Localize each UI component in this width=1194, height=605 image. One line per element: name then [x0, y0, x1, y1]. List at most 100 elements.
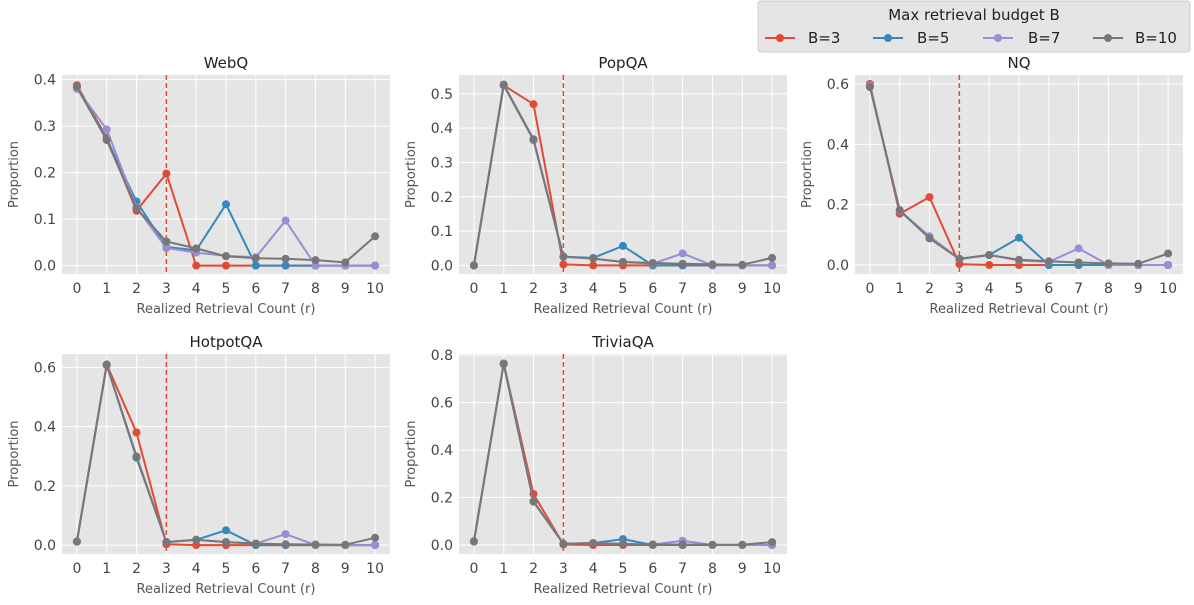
- y-axis-label: Proportion: [800, 141, 815, 208]
- series-b10: [72, 361, 380, 549]
- y-tick-label: 0.0: [827, 258, 849, 274]
- data-point: [469, 261, 478, 270]
- data-point: [132, 204, 141, 213]
- x-tick-label: 2: [529, 561, 538, 577]
- x-tick-label: 8: [708, 561, 717, 577]
- legend-label: B=7: [1028, 29, 1060, 47]
- data-point: [955, 254, 964, 263]
- x-tick-label: 1: [102, 281, 111, 297]
- data-point: [499, 80, 508, 89]
- chart-title: NQ: [1007, 54, 1030, 72]
- series-b10: [865, 83, 1173, 268]
- data-point: [708, 540, 717, 549]
- data-point: [648, 259, 657, 267]
- chart-title: PopQA: [598, 54, 648, 72]
- data-point: [619, 241, 627, 250]
- x-tick-label: 3: [559, 561, 568, 577]
- panel-webq: 0 1 2 3 4 5 6 7 8 9 10 0.0 0.1 0.2 0.3 0.4 WebQ Realized …: [7, 54, 390, 317]
- x-tick-label: 3: [955, 281, 964, 297]
- x-tick-label: 0: [72, 561, 81, 577]
- legend-label: B=3: [808, 29, 840, 47]
- x-tick-label: 8: [311, 281, 320, 297]
- data-point: [589, 539, 598, 548]
- data-point: [619, 540, 627, 548]
- data-point: [1134, 259, 1143, 268]
- data-point: [895, 206, 904, 215]
- data-point: [925, 193, 934, 202]
- data-point: [222, 200, 230, 209]
- x-tick-label: 9: [1134, 281, 1143, 297]
- y-tick-label: 0.0: [431, 258, 453, 274]
- x-tick-label: 10: [366, 281, 384, 297]
- y-tick-label: 0.3: [431, 155, 453, 171]
- legend-entry-b7: B=7: [983, 29, 1060, 47]
- data-point: [162, 169, 171, 178]
- x-tick-label: 10: [1159, 281, 1177, 297]
- data-point: [985, 261, 994, 269]
- data-point: [865, 83, 874, 92]
- x-tick-label: 4: [985, 281, 994, 297]
- data-point: [1074, 244, 1083, 253]
- x-tick-label: 9: [341, 561, 350, 577]
- legend-swatch-marker: [1104, 34, 1112, 42]
- y-tick-label: 0.1: [431, 224, 453, 240]
- data-point: [311, 261, 320, 270]
- x-tick-label: 0: [865, 281, 874, 297]
- x-tick-label: 5: [1015, 281, 1024, 297]
- gridlines: [62, 75, 390, 274]
- x-axis-label: Realized Retrieval Count (r): [930, 302, 1109, 317]
- x-tick-label: 3: [559, 281, 568, 297]
- y-tick-label: 0.0: [431, 538, 453, 554]
- x-tick-label: 1: [102, 561, 111, 577]
- legend-swatch-marker: [884, 34, 892, 42]
- data-point: [102, 361, 111, 369]
- data-point: [102, 125, 111, 134]
- x-tick-label: 4: [192, 281, 201, 297]
- x-tick-label: 10: [366, 561, 384, 577]
- data-point: [371, 533, 380, 542]
- y-tick-label: 0.5: [431, 87, 453, 103]
- x-tick-label: 2: [925, 281, 934, 297]
- legend: Max retrieval budget B B=3 B=5 B=7 B=10: [757, 0, 1191, 53]
- y-tick-label: 0.4: [34, 420, 56, 436]
- legend-swatch-marker: [994, 34, 1002, 42]
- data-point: [1164, 261, 1173, 269]
- data-point: [678, 540, 687, 549]
- data-point: [251, 261, 260, 270]
- panel-hotpotqa: 0 1 2 3 4 5 6 7 8 9 10 0.0 0.2 0.4 0.6 HotpotQA Realized…: [7, 333, 390, 597]
- data-point: [768, 253, 777, 262]
- x-tick-label: 10: [763, 561, 781, 577]
- y-tick-label: 0.6: [827, 77, 849, 93]
- data-point: [222, 252, 230, 261]
- y-tick-label: 0.0: [34, 538, 56, 554]
- y-tick-label: 0.6: [34, 360, 56, 376]
- x-tick-label: 6: [251, 561, 260, 577]
- y-tick-label: 0.0: [34, 259, 56, 275]
- x-tick-label: 0: [469, 281, 478, 297]
- legend-entry-b3: B=3: [765, 29, 840, 47]
- data-point: [678, 249, 687, 258]
- data-point: [192, 535, 201, 544]
- y-tick-label: 0.3: [34, 119, 56, 135]
- data-point: [738, 540, 747, 549]
- y-axis-label: Proportion: [7, 141, 22, 208]
- data-point: [72, 82, 81, 91]
- panel-triviaqa: 0 1 2 3 4 5 6 7 8 9 10 0.0 0.2 0.4 0.6 0.8 TriviaQA Reali…: [404, 333, 787, 597]
- data-point: [738, 260, 747, 269]
- data-point: [72, 537, 81, 546]
- y-tick-label: 0.6: [431, 396, 453, 412]
- x-tick-label: 2: [132, 281, 141, 297]
- legend-title: Max retrieval budget B: [888, 6, 1060, 24]
- data-point: [371, 541, 380, 550]
- y-tick-label: 0.8: [431, 348, 453, 364]
- data-point: [371, 232, 380, 241]
- data-point: [311, 256, 320, 265]
- data-point: [768, 538, 777, 547]
- x-axis-label: Realized Retrieval Count (r): [137, 582, 316, 597]
- data-point: [251, 539, 260, 548]
- x-tick-label: 6: [648, 281, 657, 297]
- data-point: [1015, 255, 1023, 264]
- chart-title: HotpotQA: [190, 333, 264, 351]
- data-point: [281, 530, 290, 539]
- chart-title: WebQ: [204, 54, 249, 72]
